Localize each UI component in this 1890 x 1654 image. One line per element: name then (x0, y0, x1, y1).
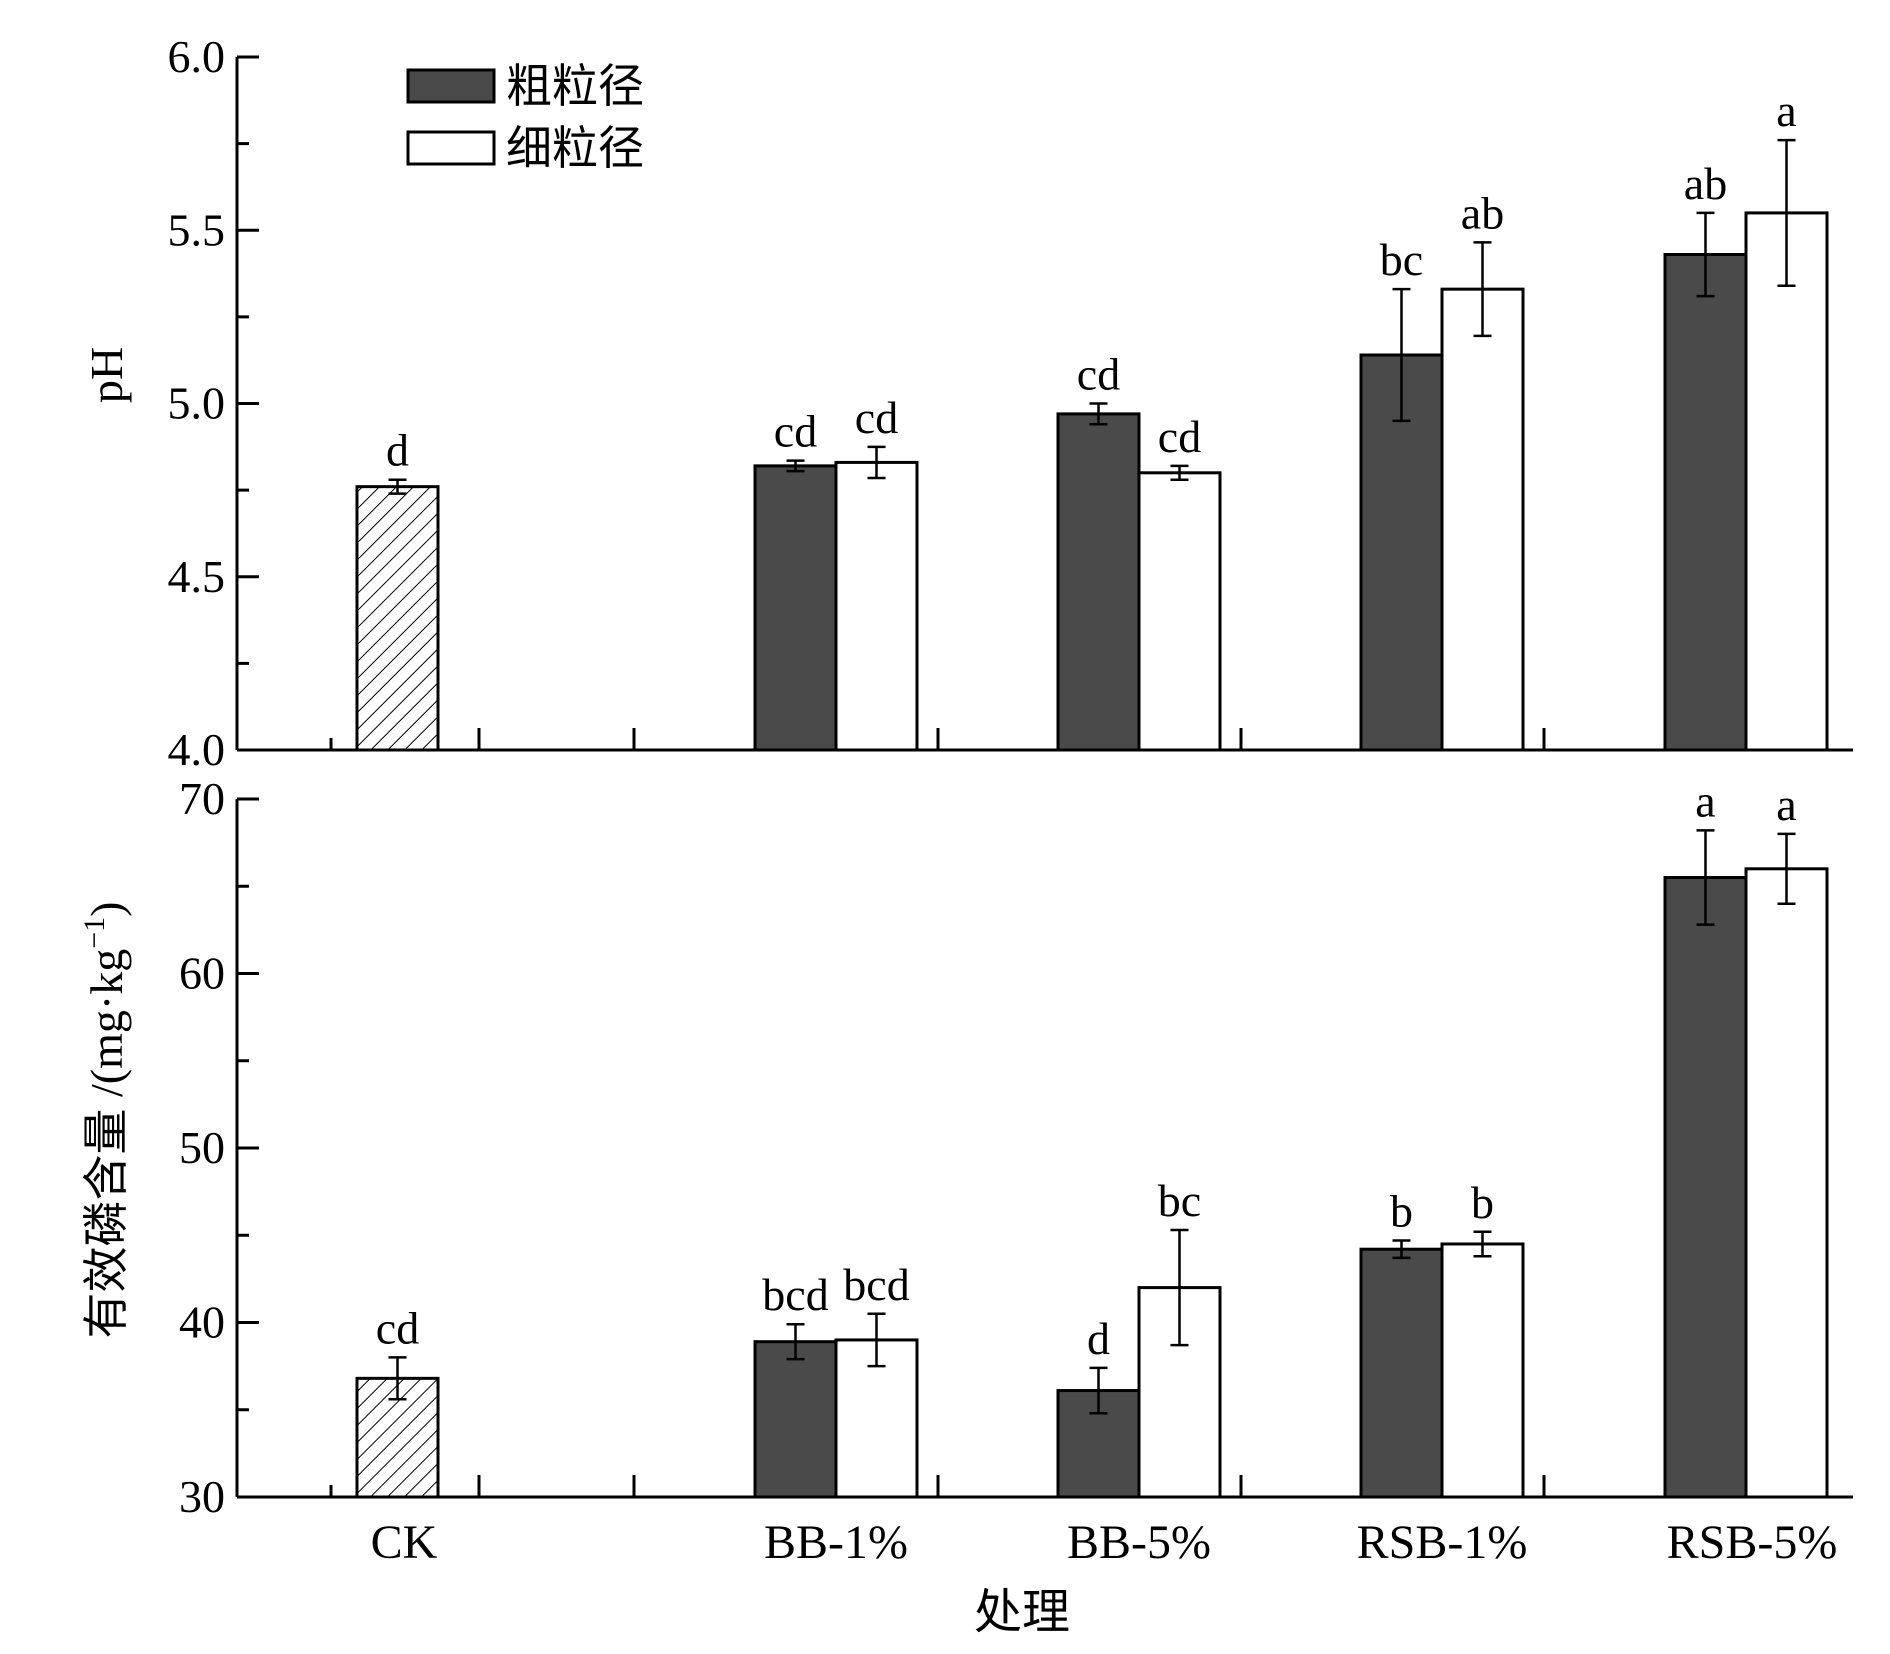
ph-bar-bb-5pct-coarse (1056, 412, 1141, 752)
legend-label-coarse: 粗粒径 (506, 61, 644, 112)
ph-bar-rsb-1pct-fine (1440, 287, 1525, 752)
ph-bar-rsb-5pct-coarse (1663, 253, 1748, 752)
available-p-bar-rsb-5pct-coarse (1663, 876, 1748, 1499)
x-axis-title: 处理 (974, 1586, 1070, 1639)
p-y-axis-title-main: 有效磷含量 /(mg·kg (81, 949, 132, 1339)
p-y-axis-title: 有效磷含量 /(mg·kg−1) (78, 902, 132, 1339)
available-p-bar-rsb-5pct-fine (1744, 867, 1829, 1499)
p-y-axis-title-sup: −1 (78, 917, 111, 949)
ph-bar-bb-1pct-fine-sig-label: cd (855, 392, 898, 443)
ph-bar-rsb-1pct-coarse-sig-label: bc (1380, 234, 1423, 285)
ph-bar-bb-5pct-fine (1137, 471, 1222, 752)
available-p-bar-bb-1pct-coarse-sig-label: bcd (762, 1269, 828, 1320)
available-p-bar-rsb-1pct-coarse (1359, 1247, 1444, 1499)
available-p-bar-bb-1pct-coarse (753, 1340, 838, 1499)
available-p-bar-bb-1pct-fine-sig-label: bcd (843, 1259, 909, 1310)
available-p-bar-rsb-5pct-fine-sig-label: a (1776, 779, 1796, 830)
ph-bar-rsb-1pct-fine-sig-label: ab (1461, 187, 1504, 238)
legend-swatch-coarse (406, 68, 496, 104)
x-tick-label-rsb-5pct: RSB-5% (1667, 1516, 1838, 1569)
ph-bar-ck (355, 485, 440, 752)
ph-bar-rsb-5pct-fine (1744, 211, 1829, 752)
ph-bar-rsb-5pct-fine-sig-label: a (1776, 85, 1796, 136)
ph-bar-bb-1pct-coarse (753, 464, 838, 752)
ph-bar-bb-5pct-fine-sig-label: cd (1158, 411, 1201, 462)
available-p-y-tick-label: 40 (179, 1297, 225, 1348)
available-p-bar-ck-sig-label: cd (376, 1302, 419, 1353)
available-p-y-tick-label: 70 (179, 773, 225, 824)
available-p-bar-bb-5pct-fine-sig-label: bc (1158, 1175, 1201, 1226)
ph-bar-rsb-5pct-coarse-sig-label: ab (1684, 158, 1727, 209)
x-tick-label-rsb-1pct: RSB-1% (1357, 1516, 1528, 1569)
available-p-bar-bb-5pct-coarse-sig-label: d (1087, 1313, 1110, 1364)
available-p-y-tick-label: 60 (179, 948, 225, 999)
legend-swatch-fine (406, 130, 496, 166)
available-p-bar-rsb-1pct-coarse-sig-label: b (1390, 1185, 1413, 1236)
ph-bar-bb-1pct-coarse-sig-label: cd (774, 406, 817, 457)
ph-bar-bb-1pct-fine (834, 460, 919, 752)
x-tick-label-ck: CK (371, 1516, 438, 1569)
available-p-y-tick-label: 50 (179, 1122, 225, 1173)
legend: 粗粒径 细粒径 (406, 61, 644, 174)
x-tick-label-bb-5pct: BB-5% (1067, 1516, 1211, 1569)
x-tick-label-bb-1pct: BB-1% (764, 1516, 908, 1569)
p-y-axis-title-close: ) (81, 902, 132, 917)
ph-y-tick-label: 4.0 (168, 724, 226, 775)
available-p-y-tick-label: 30 (179, 1471, 225, 1522)
ph-bar-bb-5pct-coarse-sig-label: cd (1077, 349, 1120, 400)
available-p-bar-rsb-1pct-fine-sig-label: b (1471, 1177, 1494, 1228)
available-p-bar-rsb-5pct-coarse-sig-label: a (1695, 775, 1715, 826)
legend-label-fine: 细粒径 (506, 123, 644, 174)
ph-y-axis-title: pH (81, 347, 132, 403)
available-p-bar-rsb-1pct-fine (1440, 1242, 1525, 1499)
ph-bar-ck-sig-label: d (386, 425, 409, 476)
ph-y-tick-label: 6.0 (168, 31, 226, 82)
ph-y-tick-label: 4.5 (168, 551, 226, 602)
ph-y-tick-label: 5.5 (168, 204, 226, 255)
ph-y-tick-label: 5.0 (168, 378, 226, 429)
